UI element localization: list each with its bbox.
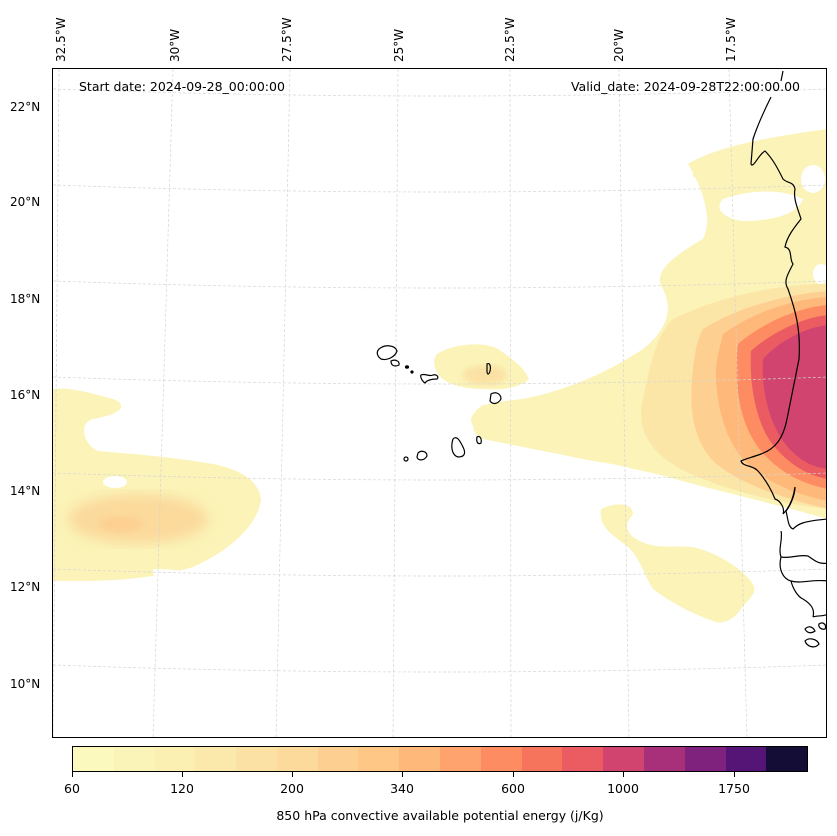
colorbar xyxy=(72,746,808,772)
island-raso xyxy=(410,370,414,374)
island-boa-vista xyxy=(489,392,502,405)
colorbar-tick xyxy=(402,772,403,777)
colorbar-tick-label: 60 xyxy=(64,781,80,796)
coastline-bijagos xyxy=(804,622,826,648)
cape-gap xyxy=(801,165,825,193)
island-maio xyxy=(476,435,482,445)
colorbar-tick-label: 200 xyxy=(280,781,304,796)
colorbar-tick xyxy=(513,772,514,777)
longitude-tick-label: 20°W xyxy=(612,28,626,62)
colorbar-segment xyxy=(358,747,400,771)
cape-region-east-strip xyxy=(693,162,743,177)
latitude-tick-label: 12°N xyxy=(10,580,41,594)
cape-gap xyxy=(813,264,826,284)
latitude-tick-label: 16°N xyxy=(10,388,41,402)
colorbar-tick-label: 600 xyxy=(501,781,525,796)
colorbar-tick-label: 120 xyxy=(170,781,194,796)
colorbar-segment xyxy=(603,747,644,771)
start-date-label: Start date: 2024-09-28_00:00:00 xyxy=(79,79,285,94)
colorbar-segment xyxy=(276,747,318,771)
latitude-tick-label: 14°N xyxy=(10,484,41,498)
cape-gap xyxy=(719,191,803,221)
colorbar-segment xyxy=(480,747,522,771)
coastlines xyxy=(376,70,826,648)
colorbar-tick-label: 1000 xyxy=(607,781,639,796)
colorbar-segment xyxy=(113,747,155,771)
colorbar-tick xyxy=(623,772,624,777)
colorbar-segment xyxy=(725,747,767,771)
cape-map xyxy=(53,69,826,737)
colorbar-segment xyxy=(643,747,685,771)
cape-field xyxy=(53,129,826,623)
island-sal xyxy=(486,362,491,375)
colorbar-tick xyxy=(182,772,183,777)
colorbar-segment xyxy=(73,747,114,771)
colorbar-label: 850 hPa convective available potential e… xyxy=(276,808,604,823)
longitude-tick-label: 27.5°W xyxy=(280,17,294,62)
colorbar-segment xyxy=(195,747,237,771)
colorbar-tick xyxy=(734,772,735,777)
colorbar-tick-label: 1750 xyxy=(718,781,750,796)
colorbar-segment xyxy=(562,747,604,771)
colorbar-segment xyxy=(521,747,563,771)
colorbar-segment xyxy=(399,747,441,771)
colorbar-segment xyxy=(154,747,196,771)
island-fogo xyxy=(416,450,428,461)
island-santa-luzia xyxy=(404,365,410,369)
island-santo-antao xyxy=(376,345,398,361)
cape-gap xyxy=(153,569,196,580)
cape-region-southeast xyxy=(600,504,755,623)
longitude-tick-label: 22.5°W xyxy=(503,17,517,62)
longitude-tick-label: 17.5°W xyxy=(724,17,738,62)
colorbar-tick xyxy=(72,772,73,777)
longitude-tick-label: 25°W xyxy=(392,28,406,62)
colorbar-tick-label: 340 xyxy=(390,781,414,796)
island-brava xyxy=(403,456,409,462)
gridlines xyxy=(53,69,826,737)
island-sao-nicolau xyxy=(420,373,439,384)
cape-level-7 xyxy=(762,325,826,469)
cape-region-west-peak xyxy=(99,516,143,532)
cape-region-band xyxy=(471,394,613,464)
latitude-tick-label: 20°N xyxy=(10,195,41,209)
latitude-tick-label: 22°N xyxy=(10,100,41,114)
valid-date-label: Valid_date: 2024-09-28T22:00:00.00 xyxy=(570,79,800,94)
island-santiago xyxy=(451,437,466,458)
cape-region-west xyxy=(53,388,261,581)
colorbar-segment xyxy=(317,747,359,771)
coastline-guinea xyxy=(779,530,826,618)
coastline-africa xyxy=(740,70,826,530)
island-sao-vicente xyxy=(390,359,400,367)
map-area: Start date: 2024-09-28_00:00:00 Valid_da… xyxy=(52,68,827,738)
colorbar-segment xyxy=(684,747,726,771)
cape-gap xyxy=(103,476,127,488)
cape-region-cape-verde-core xyxy=(463,365,507,385)
latitude-tick-label: 10°N xyxy=(10,677,41,691)
longitude-tick-label: 32.5°W xyxy=(54,17,68,62)
colorbar-tick xyxy=(292,772,293,777)
longitude-tick-label: 30°W xyxy=(168,28,182,62)
colorbar-segment xyxy=(766,747,808,771)
colorbar-segment xyxy=(236,747,277,771)
latitude-tick-label: 18°N xyxy=(10,292,41,306)
colorbar-segment xyxy=(440,747,481,771)
